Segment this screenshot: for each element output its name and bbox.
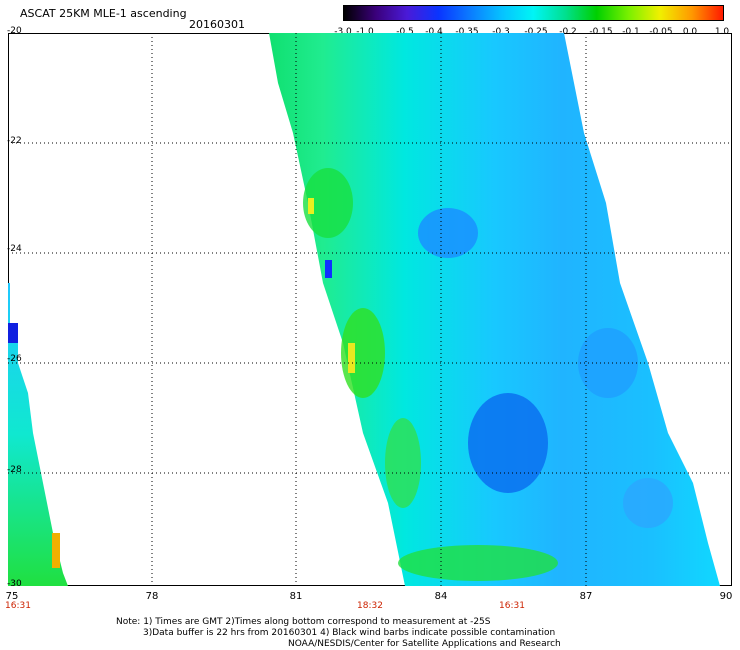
- colorbar-tick-label: -0.2: [559, 27, 577, 37]
- swath-main: [269, 33, 720, 586]
- swath-time-label: 16:31: [5, 601, 31, 611]
- product-date: 20160301: [189, 18, 245, 31]
- longitude-label: 81: [289, 591, 303, 602]
- wind-field-spot: [308, 198, 314, 214]
- colorbar-tick-label: -0.25: [524, 27, 548, 37]
- wind-field-spot: [325, 260, 332, 278]
- longitude-label: 84: [434, 591, 448, 602]
- longitude-label: 75: [5, 591, 19, 602]
- swath-left: [8, 283, 68, 586]
- latitude-label: -30: [7, 579, 22, 589]
- product-title: ASCAT 25KM MLE-1 ascending: [20, 7, 187, 20]
- wind-field-patch: [398, 545, 558, 581]
- wind-field-patch: [623, 478, 673, 528]
- latitude-label: -28: [7, 465, 22, 475]
- wind-field-spot: [8, 323, 18, 343]
- colorbar-tick-label: -0.4: [425, 27, 443, 37]
- colorbar-tick-label: -0.15: [589, 27, 613, 37]
- swath-time-label: 16:31: [499, 601, 525, 611]
- wind-field-patch: [385, 418, 421, 508]
- colorbar-tick-label: -0.1: [622, 27, 640, 37]
- swath-map: [8, 33, 732, 586]
- wind-field-patch: [468, 393, 548, 493]
- wind-field-patch: [341, 308, 385, 398]
- colorbar-tick-label: -3.0: [334, 27, 352, 37]
- latitude-label: -24: [7, 244, 22, 254]
- latitude-label: -20: [7, 26, 22, 36]
- colorbar: [343, 5, 724, 21]
- longitude-label: 90: [719, 591, 733, 602]
- colorbar-labels: -3.0 -1.0 -0.5 -0.4 -0.35 -0.3 -0.25 -0.2 -0.15-…: [330, 27, 730, 39]
- latitude-label: -22: [7, 136, 22, 146]
- colorbar-tick-label: -0.5: [396, 27, 414, 37]
- latitude-label: -26: [7, 354, 22, 364]
- wind-field-patch: [303, 168, 353, 238]
- wind-field-patch: [418, 208, 478, 258]
- note-line-3: NOAA/NESDIS/Center for Satellite Applica…: [288, 639, 561, 649]
- wind-field-spot: [52, 533, 60, 568]
- colorbar-tick-label: 1.0: [714, 27, 730, 37]
- colorbar-tick-label: -0.3: [492, 27, 510, 37]
- note-line-2: 3)Data buffer is 22 hrs from 20160301 4)…: [143, 628, 556, 638]
- longitude-label: 87: [579, 591, 593, 602]
- colorbar-tick-label: -0.35: [455, 27, 479, 37]
- colorbar-tick-label: -1.0: [356, 27, 374, 37]
- note-line-1: Note: 1) Times are GMT 2)Times along bot…: [116, 617, 491, 627]
- longitude-label: 78: [145, 591, 159, 602]
- swath-time-label: 18:32: [357, 601, 383, 611]
- wind-field-spot: [348, 343, 355, 373]
- colorbar-tick-label: -0.05: [649, 27, 673, 37]
- colorbar-tick-label: 0.0: [682, 27, 698, 37]
